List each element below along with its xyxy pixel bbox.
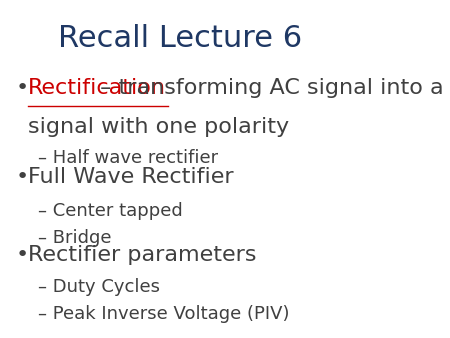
Text: – Half wave rectifier: – Half wave rectifier xyxy=(38,149,218,167)
Text: Rectifier parameters: Rectifier parameters xyxy=(28,245,257,265)
Text: Recall Lecture 6: Recall Lecture 6 xyxy=(58,24,302,53)
Text: – Duty Cycles: – Duty Cycles xyxy=(38,278,160,296)
Text: – Bridge: – Bridge xyxy=(38,229,112,247)
Text: Full Wave Rectifier: Full Wave Rectifier xyxy=(28,167,234,187)
Text: •: • xyxy=(15,167,28,187)
Text: – Peak Inverse Voltage (PIV): – Peak Inverse Voltage (PIV) xyxy=(38,305,290,323)
Text: Rectification: Rectification xyxy=(28,78,166,98)
Text: •: • xyxy=(15,78,28,98)
Text: signal with one polarity: signal with one polarity xyxy=(28,117,289,137)
Text: – Center tapped: – Center tapped xyxy=(38,202,183,220)
Text: •: • xyxy=(15,245,28,265)
Text: – transforming AC signal into a: – transforming AC signal into a xyxy=(93,78,443,98)
